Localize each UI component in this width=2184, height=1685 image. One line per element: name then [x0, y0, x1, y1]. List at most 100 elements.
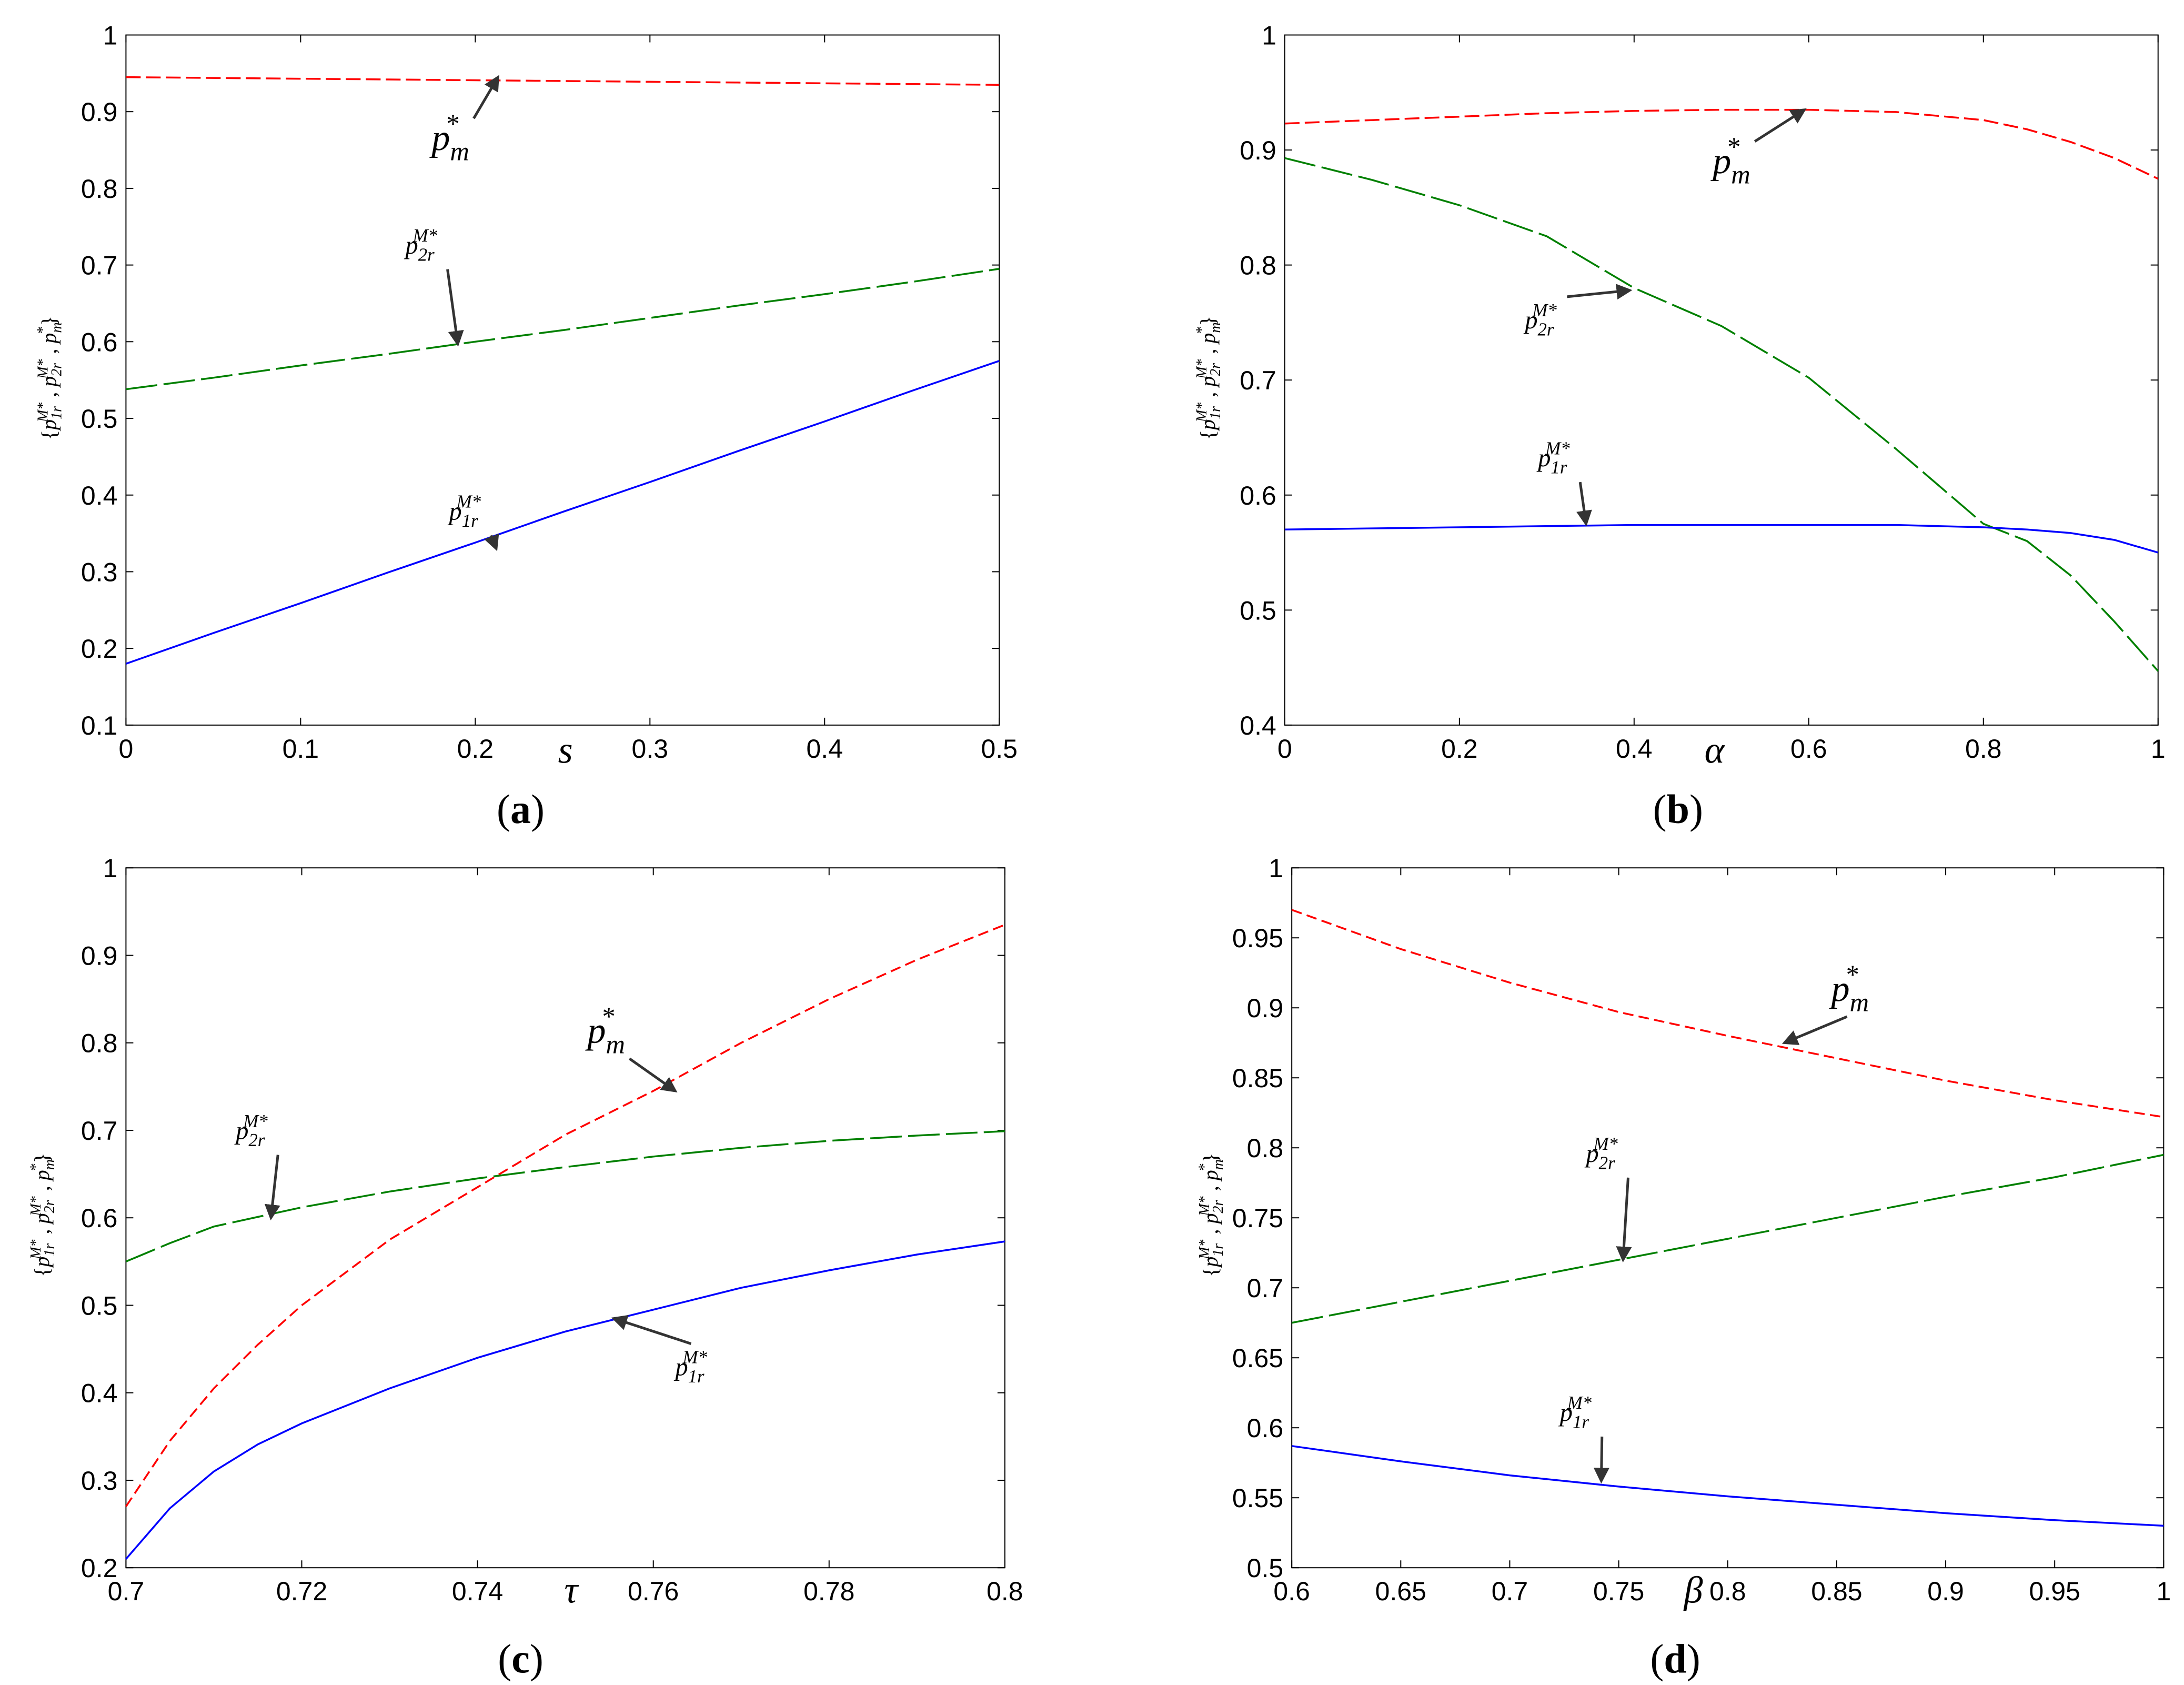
annotation-arrow: [1616, 1177, 1632, 1262]
y-axis-label: {p1rM* , p2rM* , pm*}: [1193, 316, 1224, 440]
y-tick-label: 0.5: [81, 404, 118, 434]
y-tick-label: 0.7: [1240, 366, 1276, 395]
y-tick-label: 1: [103, 854, 118, 883]
x-tick-label: 0.76: [628, 1577, 679, 1606]
x-tick-label: 0.4: [807, 734, 843, 764]
x-tick-label: 0.6: [1790, 734, 1827, 764]
panel-caption: (d): [1650, 1636, 1700, 1682]
y-tick-label: 0.75: [1232, 1203, 1283, 1233]
annotation-arrow: [1593, 1436, 1609, 1484]
panel-caption: (c): [498, 1636, 544, 1682]
x-axis-label: β: [1683, 1569, 1703, 1611]
y-tick-label: 0.2: [81, 634, 118, 664]
y-tick-label: 0.4: [81, 1379, 118, 1408]
y-tick-label: 0.9: [1240, 136, 1276, 165]
y-tick-label: 0.55: [1232, 1483, 1283, 1513]
x-tick-label: 0.65: [1375, 1577, 1426, 1606]
series-line-p_m*: [126, 76, 1000, 86]
y-tick-label: 0.6: [81, 1203, 118, 1233]
y-tick-label: 0.1: [81, 711, 118, 740]
annotation-arrow: [1567, 284, 1633, 300]
annotation-arrow: [611, 1315, 692, 1345]
series-line-p_2r^M*: [125, 1130, 1005, 1262]
plot-frame: [1284, 34, 2159, 726]
series-line-p_m*: [125, 924, 1005, 1507]
annotation-arrow: [628, 1057, 678, 1093]
x-tick-label: 0.7: [108, 1577, 145, 1606]
chart-b: 0 0.2 0.4 0.6 0.8 1 0.4 0.5 0.6 0.7 0.8 0.9 1 pm* p2rM…: [1193, 21, 2166, 833]
y-tick-label: 0.9: [81, 941, 118, 970]
annotation-arrow: [484, 534, 499, 551]
y-tick-label: 0.9: [1247, 994, 1284, 1023]
y-tick-label: 1: [1262, 21, 1276, 51]
plot-frame: [125, 34, 1000, 726]
series-label-0: pm*: [429, 109, 469, 166]
x-tick-label: 0.3: [632, 734, 669, 764]
x-axis-label: α: [1705, 729, 1725, 771]
x-tick-label: 0: [118, 734, 133, 764]
y-tick-label: 0.6: [1247, 1413, 1284, 1443]
y-axis-label: {p1rM* , p2rM* , pm*}: [34, 316, 65, 440]
annotation-arrow: [1576, 482, 1592, 527]
x-tick-label: 0.72: [276, 1577, 327, 1606]
y-tick-label: 0.5: [81, 1291, 118, 1320]
y-tick-label: 0.5: [1240, 596, 1276, 625]
series-label-0: pm*: [585, 1002, 625, 1059]
series-label-0: pm*: [1710, 132, 1750, 189]
x-tick-label: 0.2: [1441, 734, 1478, 764]
x-tick-label: 0.78: [803, 1577, 854, 1606]
x-tick-label: 0.6: [1273, 1577, 1310, 1606]
x-tick-label: 0.7: [1492, 1577, 1528, 1606]
y-tick-label: 0.7: [81, 1116, 118, 1146]
series-label-2: p1rM*: [673, 1347, 707, 1387]
series-line-p_1r^M*: [125, 1240, 1005, 1560]
series-line-p_m*: [1284, 108, 2159, 180]
x-tick-label: 0.8: [1965, 734, 2002, 764]
y-tick-label: 0.3: [81, 1466, 118, 1496]
panel-caption: (b): [1653, 786, 1703, 832]
y-tick-label: 0.7: [1247, 1273, 1284, 1303]
series-label-1: p2rM*: [1523, 300, 1557, 339]
series-label-1: p2rM*: [234, 1111, 268, 1150]
x-tick-label: 0.95: [2029, 1577, 2080, 1606]
series-line-p_1r^M*: [1291, 1445, 2164, 1527]
series-line-p_1r^M*: [1284, 524, 2159, 554]
x-tick-label: 0.75: [1593, 1577, 1644, 1606]
x-tick-label: 0.85: [1811, 1577, 1862, 1606]
y-tick-label: 0.8: [1240, 251, 1276, 280]
y-axis-label: {p1rM* , p2rM* , pm*}: [27, 1153, 58, 1277]
series-line-p_2r^M*: [126, 268, 1000, 390]
x-tick-label: 0.8: [1709, 1577, 1746, 1606]
x-axis-label: s: [558, 729, 573, 771]
x-tick-label: 0.8: [987, 1577, 1023, 1606]
annotation-arrow: [1754, 108, 1807, 143]
y-tick-label: 0.85: [1232, 1064, 1283, 1093]
series-label-2: p1rM*: [1558, 1392, 1592, 1432]
x-tick-label: 1: [2151, 734, 2166, 764]
y-tick-label: 1: [1269, 854, 1283, 883]
chart-d: 0.6 0.65 0.7 0.75 0.8 0.85 0.9 0.95 1 0.5 0.55 0.6 0…: [1195, 854, 2171, 1682]
series-label-0: pm*: [1829, 960, 1869, 1017]
ylabel-p1: p: [1199, 1257, 1222, 1269]
x-tick-label: 1: [2156, 1577, 2171, 1606]
y-tick-label: 0.7: [81, 251, 118, 280]
series-line-p_2r^M*: [1291, 1154, 2164, 1324]
y-tick-label: 0.4: [1240, 711, 1276, 740]
y-tick-label: 0.95: [1232, 924, 1283, 953]
y-tick-label: 0.4: [81, 481, 118, 510]
x-axis-label: τ: [564, 1569, 579, 1611]
plot-frame: [1291, 867, 2165, 1569]
y-tick-label: 0.6: [1240, 481, 1276, 510]
ylabel-p1: p: [1196, 419, 1220, 432]
y-tick-label: 0.5: [1247, 1553, 1284, 1583]
series-label-1: p2rM*: [404, 225, 438, 265]
y-tick-label: 0.8: [81, 1029, 118, 1058]
series-label-1: p2rM*: [1584, 1134, 1618, 1173]
y-tick-label: 0.3: [81, 557, 118, 587]
x-tick-label: 0: [1277, 734, 1292, 764]
series-label-2: p1rM*: [1536, 438, 1570, 477]
y-tick-label: 0.2: [81, 1553, 118, 1583]
y-tick-label: 0.8: [1247, 1134, 1284, 1163]
y-tick-label: 0.65: [1232, 1343, 1283, 1373]
